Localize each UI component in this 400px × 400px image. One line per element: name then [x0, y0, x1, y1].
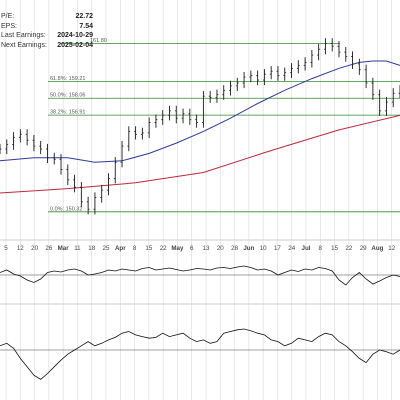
x-tick-label: 17 [274, 245, 281, 252]
indicator-panel-1 [0, 265, 400, 286]
info-label: P/E: [1, 13, 15, 20]
x-tick-label: 29 [360, 245, 367, 252]
x-tick-label: 8 [133, 245, 137, 252]
fib-level-label: 161.80 [90, 38, 107, 44]
x-tick-label: 20 [217, 245, 224, 252]
info-row-pe: P/E: 22.72 [1, 12, 93, 22]
fib-level-label: 50.0%: 158.06 [50, 93, 85, 99]
x-tick-label: 26 [45, 245, 52, 252]
fib-level-label: 38.2%: 156.91 [50, 110, 85, 116]
x-tick-label: 6 [190, 245, 194, 252]
info-label: EPS: [1, 22, 17, 30]
info-value: 22.72 [75, 13, 93, 20]
info-row-last-earnings: Last Earnings: 2024-10-29 [1, 31, 93, 41]
x-tick-label: 5 [4, 245, 8, 252]
x-tick-label: Jun [243, 245, 254, 252]
x-tick-label: 11 [74, 245, 81, 252]
x-tick-label: 18 [88, 245, 95, 252]
moving-averages [0, 60, 400, 194]
info-value: 7.54 [79, 22, 93, 30]
x-tick-label: 22 [160, 245, 167, 252]
fib-level-label: 0.0%: 150.32 [50, 206, 82, 212]
x-tick-label: 25 [103, 245, 110, 252]
x-tick-label: 15 [145, 245, 152, 252]
x-tick-label: Aug [371, 245, 383, 252]
x-tick-label: 8 [319, 245, 323, 252]
x-tick-label: 22 [345, 245, 352, 252]
x-tick-label: 28 [231, 245, 238, 252]
indicator-2-line [0, 328, 400, 380]
x-tick-label: Jul [302, 245, 311, 252]
x-tick-label: 12 [17, 245, 24, 252]
info-label: Next Earnings: [1, 41, 47, 49]
info-value: 2024-10-29 [57, 32, 93, 39]
x-tick-label: 24 [288, 245, 295, 252]
indicator-1-line [0, 265, 400, 286]
fib-level-label: 61.8%: 159.21 [50, 76, 85, 82]
price-bars [0, 38, 400, 215]
info-box: P/E: 22.72 EPS: 7.54 Last Earnings: 2024… [1, 12, 93, 50]
x-tick-label: 10 [260, 245, 267, 252]
x-tick-label: Apr [115, 245, 126, 252]
x-tick-label: Mar [58, 245, 70, 252]
info-label: Last Earnings: [1, 32, 46, 39]
info-row-eps: EPS: 7.54 [1, 22, 93, 32]
x-tick-label: 20 [31, 245, 38, 252]
indicator-panel-2 [0, 328, 400, 380]
x-tick-label: May [171, 245, 184, 252]
ma-slow-line [0, 114, 400, 194]
info-value: 2025-02-04 [57, 41, 93, 49]
info-row-next-earnings: Next Earnings: 2025-02-04 [1, 41, 93, 51]
x-tick-label: 12 [388, 245, 395, 252]
x-tick-label: 15 [331, 245, 338, 252]
x-tick-label: 13 [203, 245, 210, 252]
ma-fast-line [0, 60, 400, 163]
x-axis-ticks: 5 12 20 26 Mar 11 18 25 Apr 8 15 22 May 6 13 20 28 Jun 10 1… [4, 245, 395, 252]
